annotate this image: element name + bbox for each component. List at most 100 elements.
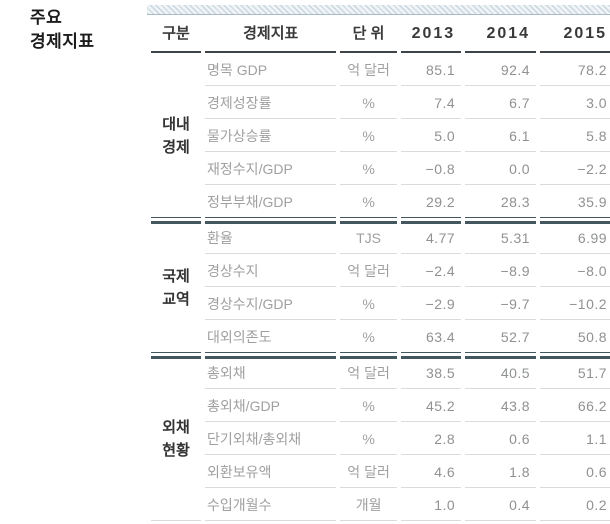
value-cell-2015: 50.8 bbox=[540, 323, 610, 353]
unit-cell: 억 달러 bbox=[340, 458, 397, 488]
unit-cell: % bbox=[340, 290, 397, 320]
value-cell-2015: 78.2 bbox=[540, 56, 610, 86]
unit-cell: % bbox=[340, 122, 397, 152]
value-cell-2015: −2.2 bbox=[540, 155, 610, 185]
table-row: 대외의존도 % 63.4 52.7 50.8 bbox=[151, 323, 610, 353]
value-cell-2014: 6.1 bbox=[465, 122, 537, 152]
page-title-line2: 경제지표 bbox=[30, 32, 95, 51]
indicator-cell: 단기외채/총외채 bbox=[205, 425, 337, 455]
table-row: 대내 경제 명목 GDP 억 달러 85.1 92.4 78.2 bbox=[151, 56, 610, 218]
value-cell-2014: 28.3 bbox=[465, 188, 537, 218]
table-row: 단기외채/총외채 % 2.8 0.6 1.1 bbox=[151, 425, 610, 455]
indicator-cell: 총외채/GDP bbox=[205, 392, 337, 422]
indicator-cell: 경상수지 bbox=[205, 257, 337, 287]
value-cell-2013: 5.0 bbox=[400, 122, 462, 152]
indicator-cell: 대외의존도 bbox=[205, 323, 337, 353]
unit-cell: TJS bbox=[340, 221, 397, 254]
value-cell-2014: 1.8 bbox=[465, 458, 537, 488]
value-cell-2014: 0.6 bbox=[465, 425, 537, 455]
unit-cell: % bbox=[340, 188, 397, 218]
hatched-decorative-band bbox=[147, 5, 610, 15]
unit-cell: % bbox=[340, 323, 397, 353]
category-cell: 국제 교역 bbox=[151, 221, 202, 353]
unit-cell: % bbox=[340, 155, 397, 185]
header-cell-2013: 2013 bbox=[400, 18, 462, 53]
table-row: 외환보유액 억 달러 4.6 1.8 0.6 bbox=[151, 458, 610, 488]
value-cell-2013: −2.4 bbox=[400, 257, 462, 287]
value-cell-2014: 0.0 bbox=[465, 155, 537, 185]
value-cell-2013: −0.8 bbox=[400, 155, 462, 185]
value-cell-2015: 6.99 bbox=[540, 221, 610, 254]
unit-cell: 억 달러 bbox=[340, 356, 397, 389]
value-cell-2013: 29.2 bbox=[400, 188, 462, 218]
section-external-debt: 외채 현황 총외채 억 달러 38.5 40.5 51.7 총외채/GDP % … bbox=[151, 356, 610, 521]
indicator-cell: 경제성장률 bbox=[205, 89, 337, 119]
value-cell-2013: 45.2 bbox=[400, 392, 462, 422]
economic-indicator-table: 구분 경제지표 단 위 2013 2014 2015 대내 경제 명목 GDP … bbox=[147, 5, 610, 524]
indicator-table: 구분 경제지표 단 위 2013 2014 2015 대내 경제 명목 GDP … bbox=[147, 15, 610, 524]
indicator-cell: 수입개월수 bbox=[205, 491, 337, 521]
value-cell-2013: 63.4 bbox=[400, 323, 462, 353]
table-row: 경상수지 억 달러 −2.4 −8.9 −8.0 bbox=[151, 257, 610, 287]
value-cell-2014: 52.7 bbox=[465, 323, 537, 353]
value-cell-2013: 85.1 bbox=[400, 56, 462, 86]
value-cell-2013: 1.0 bbox=[400, 491, 462, 521]
indicator-cell: 정부부채/GDP bbox=[205, 188, 337, 218]
value-cell-2013: 2.8 bbox=[400, 425, 462, 455]
indicator-cell: 경상수지/GDP bbox=[205, 290, 337, 320]
table-row: 정부부채/GDP % 29.2 28.3 35.9 bbox=[151, 188, 610, 218]
header-cell-category: 구분 bbox=[151, 18, 202, 53]
table-row: 수입개월수 개월 1.0 0.4 0.2 bbox=[151, 491, 610, 521]
indicator-cell: 물가상승률 bbox=[205, 122, 337, 152]
section-domestic-economy: 대내 경제 명목 GDP 억 달러 85.1 92.4 78.2 경제성장률 %… bbox=[151, 56, 610, 218]
indicator-cell: 외환보유액 bbox=[205, 458, 337, 488]
indicator-cell: 재정수지/GDP bbox=[205, 155, 337, 185]
value-cell-2015: 1.1 bbox=[540, 425, 610, 455]
header-row: 구분 경제지표 단 위 2013 2014 2015 bbox=[151, 18, 610, 53]
value-cell-2015: 0.6 bbox=[540, 458, 610, 488]
page-title: 주요 경제지표 bbox=[30, 6, 95, 54]
unit-cell: 억 달러 bbox=[340, 257, 397, 287]
value-cell-2014: 6.7 bbox=[465, 89, 537, 119]
value-cell-2015: 66.2 bbox=[540, 392, 610, 422]
unit-cell: 억 달러 bbox=[340, 56, 397, 86]
unit-cell: 개월 bbox=[340, 491, 397, 521]
value-cell-2013: 4.77 bbox=[400, 221, 462, 254]
value-cell-2013: 7.4 bbox=[400, 89, 462, 119]
value-cell-2014: 40.5 bbox=[465, 356, 537, 389]
table-row: 물가상승률 % 5.0 6.1 5.8 bbox=[151, 122, 610, 152]
unit-cell: % bbox=[340, 89, 397, 119]
table-row: 외채 현황 총외채 억 달러 38.5 40.5 51.7 bbox=[151, 356, 610, 521]
value-cell-2014: −8.9 bbox=[465, 257, 537, 287]
indicator-cell: 총외채 bbox=[205, 356, 337, 389]
value-cell-2014: 0.4 bbox=[465, 491, 537, 521]
indicator-cell: 환율 bbox=[205, 221, 337, 254]
value-cell-2015: 51.7 bbox=[540, 356, 610, 389]
unit-cell: % bbox=[340, 392, 397, 422]
table-row: 국제 교역 환율 TJS 4.77 5.31 6.99 bbox=[151, 221, 610, 353]
indicator-cell: 명목 GDP bbox=[205, 56, 337, 86]
category-cell: 대내 경제 bbox=[151, 56, 202, 218]
value-cell-2013: 38.5 bbox=[400, 356, 462, 389]
header-cell-unit: 단 위 bbox=[340, 18, 397, 53]
table-row: 경상수지/GDP % −2.9 −9.7 −10.2 bbox=[151, 290, 610, 320]
header-cell-indicator: 경제지표 bbox=[205, 18, 337, 53]
value-cell-2014: −9.7 bbox=[465, 290, 537, 320]
page-title-line1: 주요 bbox=[30, 8, 63, 27]
value-cell-2014: 5.31 bbox=[465, 221, 537, 254]
value-cell-2015: 5.8 bbox=[540, 122, 610, 152]
section-international-trade: 국제 교역 환율 TJS 4.77 5.31 6.99 경상수지 억 달러 −2… bbox=[151, 221, 610, 353]
value-cell-2013: 4.6 bbox=[400, 458, 462, 488]
header-cell-2015: 2015 bbox=[540, 18, 610, 53]
table-row: 재정수지/GDP % −0.8 0.0 −2.2 bbox=[151, 155, 610, 185]
table-row: 경제성장률 % 7.4 6.7 3.0 bbox=[151, 89, 610, 119]
value-cell-2013: −2.9 bbox=[400, 290, 462, 320]
value-cell-2015: 35.9 bbox=[540, 188, 610, 218]
value-cell-2014: 43.8 bbox=[465, 392, 537, 422]
value-cell-2015: 0.2 bbox=[540, 491, 610, 521]
category-cell: 외채 현황 bbox=[151, 356, 202, 521]
value-cell-2015: −10.2 bbox=[540, 290, 610, 320]
unit-cell: % bbox=[340, 425, 397, 455]
header-cell-2014: 2014 bbox=[465, 18, 537, 53]
value-cell-2015: 3.0 bbox=[540, 89, 610, 119]
